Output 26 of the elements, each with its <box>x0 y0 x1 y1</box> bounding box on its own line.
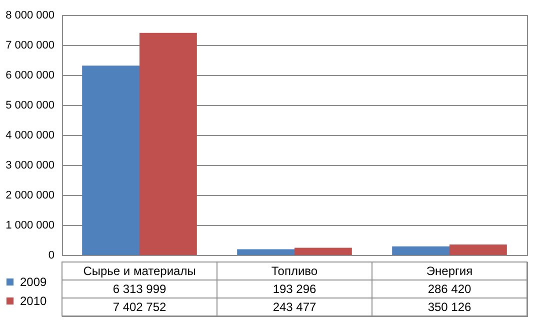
y-tick-label: 8 000 000 <box>6 10 54 22</box>
legend-label: 2009 <box>20 275 48 289</box>
y-tick-label: 6 000 000 <box>6 70 54 82</box>
bar <box>450 244 507 255</box>
y-tick-label: 2 000 000 <box>6 190 54 202</box>
data-label: 286 420 <box>428 282 472 296</box>
y-tick-label: 3 000 000 <box>6 160 54 172</box>
x-tick-label: Топливо <box>271 264 318 278</box>
bar <box>392 246 450 255</box>
y-tick-label: 7 000 000 <box>6 40 54 52</box>
data-label: 6 313 999 <box>112 282 167 296</box>
x-tick-label: Энергия <box>426 264 473 278</box>
data-label: 350 126 <box>428 300 472 314</box>
bar <box>140 32 197 255</box>
bar <box>82 66 140 255</box>
y-tick-label: 0 <box>48 250 54 262</box>
y-tick-label: 1 000 000 <box>6 220 54 232</box>
y-tick-label: 5 000 000 <box>6 100 54 112</box>
legend-label: 2010 <box>20 294 48 308</box>
data-label: 243 477 <box>272 300 317 314</box>
bar <box>294 248 352 255</box>
x-tick-label: Сырье и материалы <box>83 264 196 278</box>
y-tick-label: 4 000 000 <box>6 130 54 142</box>
data-label: 7 402 752 <box>112 300 167 314</box>
data-label: 193 296 <box>272 282 317 296</box>
bar <box>237 249 294 255</box>
